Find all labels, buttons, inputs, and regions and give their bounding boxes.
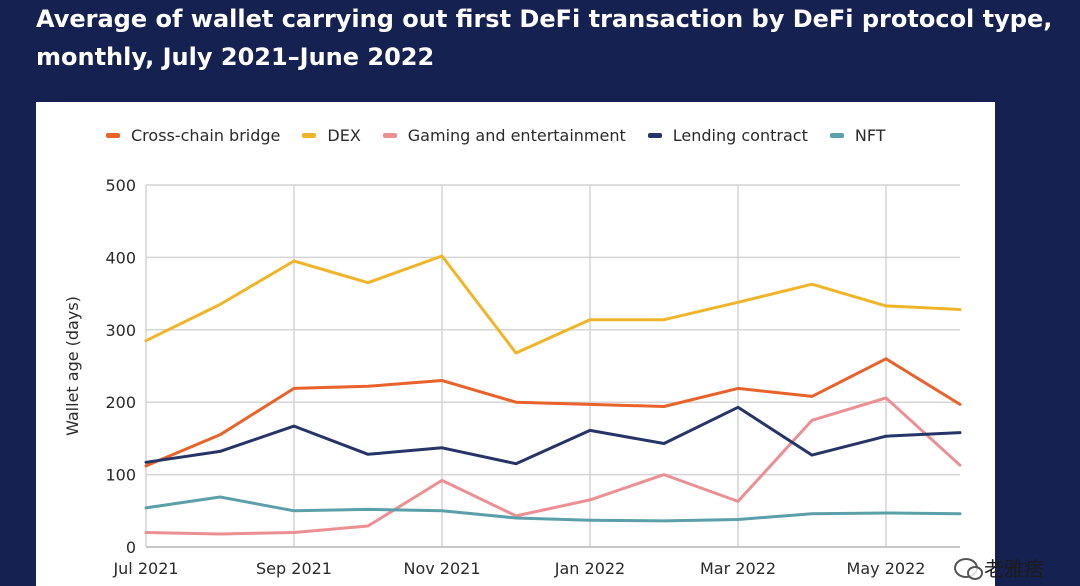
series-line-nft: [144, 495, 962, 523]
legend-item: Lending contract: [647, 125, 808, 145]
x-tick-label: May 2022: [847, 559, 926, 578]
legend: Cross-chain bridge DEX Gaming and entertai…: [106, 124, 908, 146]
legend-label: Cross-chain bridge: [131, 125, 281, 145]
series-line-dex: [144, 254, 962, 355]
y-tick-label: 100: [105, 466, 136, 485]
legend-label: Lending contract: [672, 125, 808, 145]
y-tick-label: 0: [126, 538, 136, 557]
y-tick-label: 400: [105, 248, 136, 267]
chart-title: Average of wallet carrying out first DeF…: [36, 5, 1053, 71]
legend-item: Gaming and entertainment: [382, 125, 626, 145]
series-line-gaming-and-entertainment: [144, 396, 962, 536]
chart-panel: Cross-chain bridge DEX Gaming and entertai…: [36, 102, 995, 586]
series-line-cross-chain-bridge: [144, 357, 962, 468]
x-tick-label: Nov 2021: [403, 559, 480, 578]
legend-swatch: [302, 132, 317, 138]
y-tick-label: 500: [105, 176, 136, 195]
legend-item: NFT: [829, 125, 886, 145]
legend-item: DEX: [302, 125, 361, 145]
x-tick-label: Sep 2021: [256, 559, 332, 578]
legend-swatch: [647, 132, 662, 138]
line-chart: 0 100 200 300 400 500 Jul 2021 Sep 2021 Nov 2021…: [63, 176, 962, 578]
x-tick-label: Mar 2022: [700, 559, 776, 578]
wechat-icon: [954, 557, 983, 580]
legend-label: DEX: [327, 125, 361, 145]
x-tick-label: Jan 2022: [554, 559, 625, 578]
series-line-lending-contract: [144, 405, 962, 466]
y-axis-label: Wallet age (days): [63, 296, 82, 436]
y-tick-label: 200: [105, 393, 136, 412]
legend-swatch: [106, 132, 120, 138]
watermark-text: 老雅痞: [984, 557, 1044, 581]
legend-label: NFT: [854, 125, 886, 145]
legend-swatch: [382, 132, 397, 138]
watermark: 老雅痞: [954, 553, 1044, 582]
legend-label: Gaming and entertainment: [407, 125, 626, 145]
y-tick-label: 300: [105, 321, 136, 340]
x-tick-label: Jul 2021: [112, 559, 178, 578]
legend-item: Cross-chain bridge: [106, 126, 280, 145]
legend-swatch: [829, 132, 844, 138]
